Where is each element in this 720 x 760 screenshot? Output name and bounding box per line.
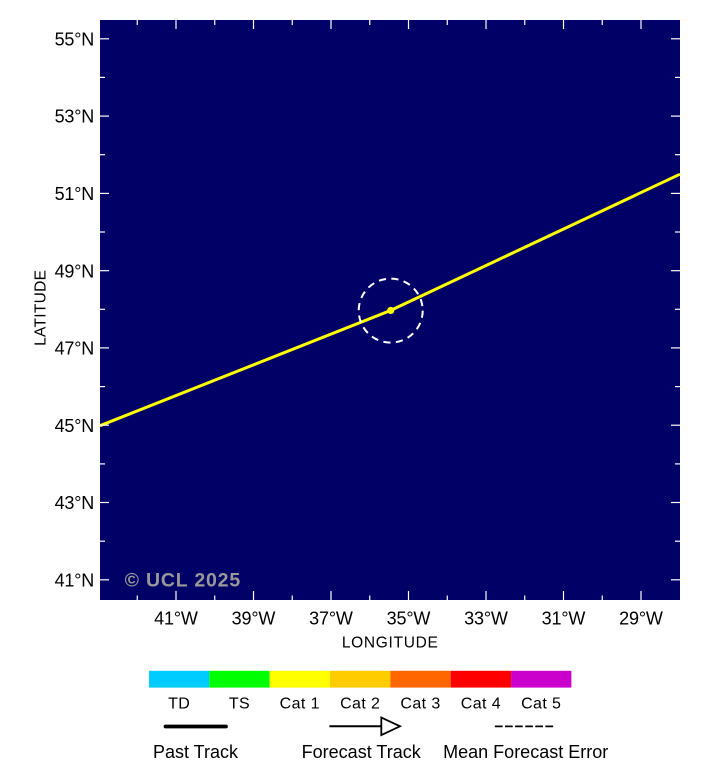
svg-text:51°N: 51°N [55,184,95,204]
svg-text:29°W: 29°W [619,608,663,628]
svg-text:49°N: 49°N [55,261,95,281]
svg-text:43°N: 43°N [55,493,95,513]
svg-text:41°N: 41°N [55,570,95,590]
svg-text:47°N: 47°N [55,339,95,359]
svg-text:41°W: 41°W [154,608,198,628]
svg-text:LONGITUDE: LONGITUDE [342,634,439,651]
svg-text:37°W: 37°W [309,608,353,628]
svg-text:Past Track: Past Track [153,742,239,760]
svg-text:Cat 1: Cat 1 [280,696,320,713]
svg-text:45°N: 45°N [55,416,95,436]
svg-text:39°W: 39°W [232,608,276,628]
svg-text:Cat 2: Cat 2 [340,696,380,713]
svg-text:55°N: 55°N [55,29,95,49]
svg-text:Cat 5: Cat 5 [521,696,561,713]
svg-text:Forecast Track: Forecast Track [302,742,422,760]
svg-text:LATITUDE: LATITUDE [33,270,50,346]
svg-text:53°N: 53°N [55,107,95,127]
svg-text:33°W: 33°W [464,608,508,628]
svg-text:Cat 3: Cat 3 [400,696,440,713]
svg-text:© UCL 2025: © UCL 2025 [125,570,241,592]
svg-text:TS: TS [229,696,250,713]
svg-text:TD: TD [168,696,190,713]
svg-text:Mean Forecast Error: Mean Forecast Error [443,742,608,760]
svg-text:31°W: 31°W [542,608,586,628]
svg-text:35°W: 35°W [387,608,431,628]
svg-text:Cat 4: Cat 4 [461,696,501,713]
